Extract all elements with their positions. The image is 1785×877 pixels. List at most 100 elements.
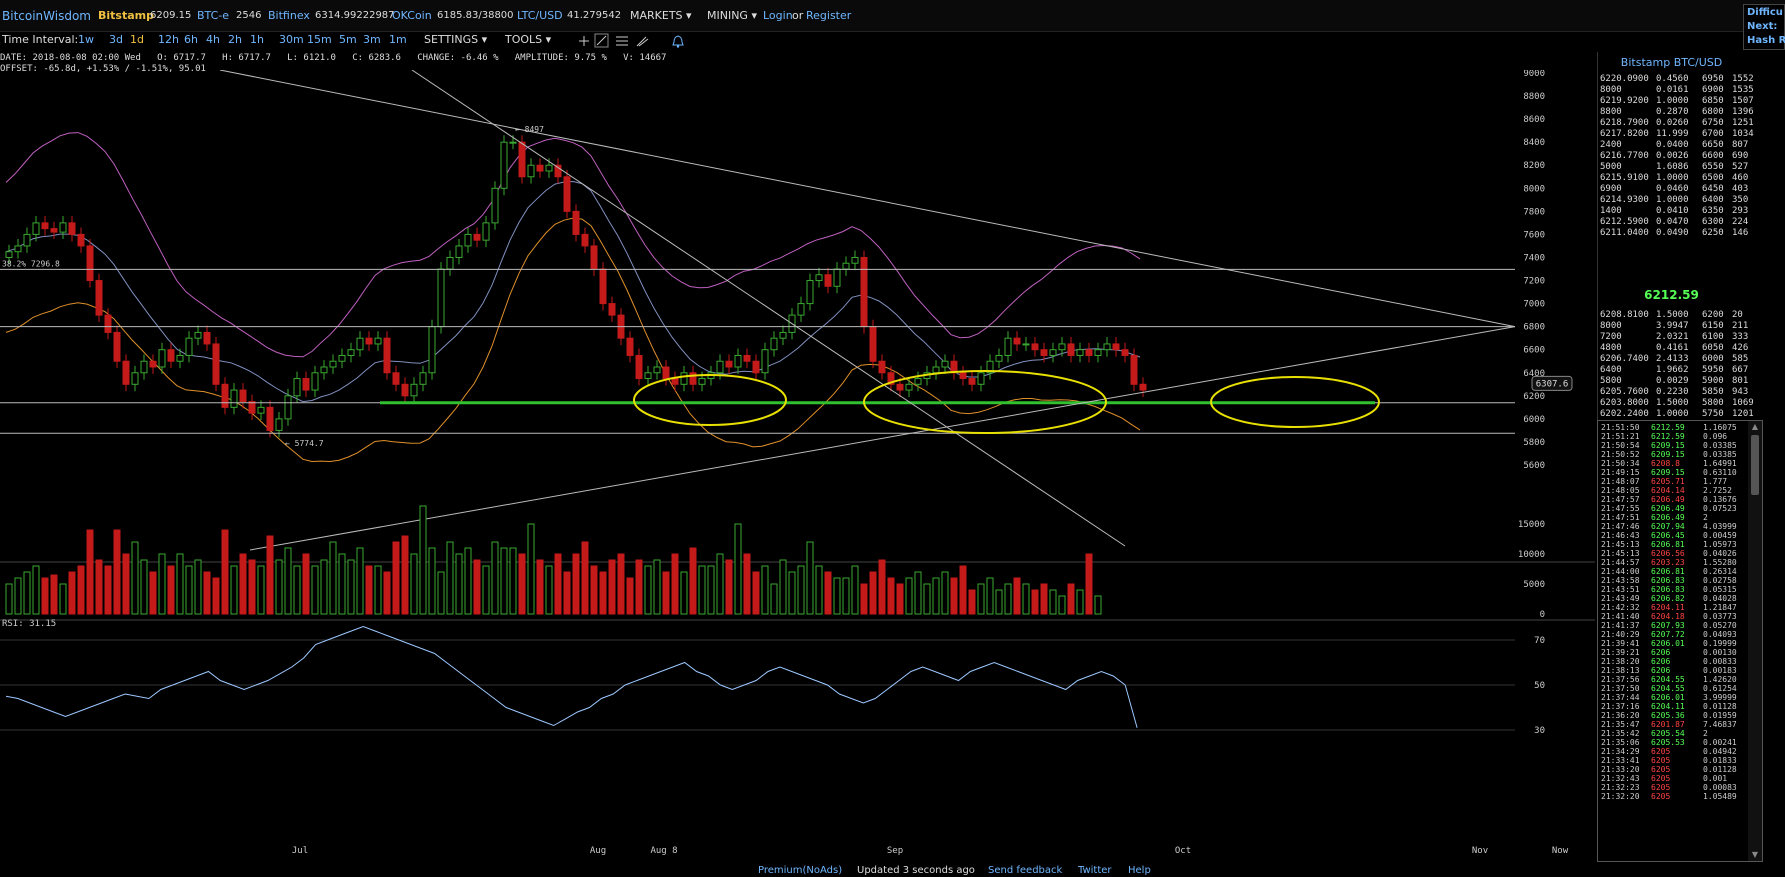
interval-6h[interactable]: 6h [184,33,198,46]
orderbook-cell: 1.6086 [1656,162,1689,172]
difficulty-label: Difficu [1747,7,1783,18]
trade-cell: 6212.59 [1651,423,1685,432]
candle [482,222,490,241]
line-icon[interactable] [594,33,609,48]
interval-3d[interactable]: 3d [109,33,123,46]
ticker-okcoin-name[interactable]: OKCoin [392,9,432,22]
candle [752,360,760,374]
volume-bar [428,547,436,615]
candle [509,141,517,144]
candle [230,389,238,408]
volume-bar [14,577,22,615]
trade-history[interactable]: 21:51:50 6212.59 1.16075 21:51:21 6212.59 0.0… [1597,420,1763,862]
interval-30m[interactable]: 30m [279,33,304,46]
crosshair-icon[interactable] [579,36,589,46]
volume-bar [905,577,913,615]
premium-link[interactable]: Premium(NoAds) [758,865,843,876]
interval-12h[interactable]: 12h [158,33,179,46]
feedback-link[interactable]: Send feedback [988,865,1063,876]
price-chart[interactable]: 9000 8800 8600 8400 8200 8000 7800 7600 7400 7200… [0,70,1595,860]
scroll-up-icon[interactable]: ▲ [1751,422,1759,431]
brand-logo[interactable]: BitcoinWisdom [2,9,91,23]
trade-cell: 1.05489 [1703,792,1737,801]
interval-1w[interactable]: 1w [78,33,94,46]
interval-2h[interactable]: 2h [228,33,242,46]
trade-cell: 6206.82 [1651,594,1685,603]
candle [1121,349,1129,356]
orderbook-ask-row: 6215.9100 1.0000 6500 460 [1598,173,1748,184]
volume-bar [464,547,472,615]
volume-bar [158,553,166,615]
volume-bar [203,571,211,615]
orderbook-title: Bitstamp BTC/USD [1620,56,1723,69]
markets-menu[interactable]: MARKETS ▾ [630,9,692,22]
trade-scrollbar[interactable]: ▲ ▼ [1748,421,1762,861]
mining-menu[interactable]: MINING ▾ [707,9,757,22]
orderbook-cell: 5900 [1702,376,1724,386]
trade-cell: 0.04028 [1703,594,1737,603]
trade-cell: 6204.55 [1651,675,1685,684]
orderbook-bid-row: 5800 0.0029 5900 801 [1598,376,1748,387]
ticker-btce-name[interactable]: BTC-e [197,9,230,22]
interval-15m[interactable]: 15m [307,33,332,46]
ticker-bitstamp-name[interactable]: Bitstamp [98,9,154,22]
trade-cell: 6206.49 [1651,513,1685,522]
candle [725,360,733,368]
ticker-ltcusd-name[interactable]: LTC/USD [517,9,563,22]
volume-bar [212,577,220,615]
orderbook-cell: 0.4560 [1656,74,1689,84]
orderbook-cell: 6600 [1702,151,1724,161]
trade-cell: 21:42:32 [1601,603,1640,612]
interval-3m[interactable]: 3m [363,33,381,46]
login-link[interactable]: Login [763,9,793,22]
ticker-bitfinex-name[interactable]: Bitfinex [268,9,310,22]
interval-5m[interactable]: 5m [339,33,357,46]
candle [1022,343,1030,346]
highlight-ellipse [633,374,787,426]
volume-bar [680,571,688,615]
candle [95,280,103,316]
scroll-thumb[interactable] [1751,435,1759,495]
orderbook-cell: 6100 [1702,332,1724,342]
settings-menu[interactable]: SETTINGS ▾ [424,33,488,46]
volume-bar [752,571,760,615]
highlight-ellipse [1210,376,1380,428]
orderbook-cell: 350 [1732,195,1749,205]
interval-1m[interactable]: 1m [389,33,407,46]
register-link[interactable]: Register [806,9,852,22]
trade-cell: 21:51:21 [1601,432,1640,441]
volume-bar [419,505,427,615]
hashrate-label: Hash R [1747,35,1785,46]
volume-bar [473,559,481,615]
orderbook-cell: 6550 [1702,162,1724,172]
tools-menu[interactable]: TOOLS ▾ [505,33,552,46]
volume-bar [662,571,670,615]
orderbook-cell: 1034 [1732,129,1754,139]
twitter-link[interactable]: Twitter [1078,865,1112,876]
interval-4h[interactable]: 4h [206,33,220,46]
bell-icon[interactable] [672,35,684,48]
volume-bar [50,574,58,615]
price-tick: 6800 [1523,323,1545,333]
pencil-icon[interactable] [636,36,649,47]
orderbook-cell: 1.0000 [1656,173,1689,183]
scroll-down-icon[interactable]: ▼ [1751,850,1759,859]
volume-bar [608,559,616,615]
volume-bar [1013,577,1021,615]
trade-cell: 0.02758 [1703,576,1737,585]
trade-cell: 0.00459 [1703,531,1737,540]
interval-1d[interactable]: 1d [130,33,144,46]
help-link[interactable]: Help [1128,865,1151,876]
candle [77,233,85,247]
interval-1h[interactable]: 1h [250,33,264,46]
orderbook-cell: 6214.9300 [1600,195,1649,205]
candle [914,378,922,385]
trade-cell: 0.00083 [1703,783,1737,792]
hlines-icon[interactable] [616,36,628,46]
orderbook-last-price: 6212.59 [1644,288,1699,302]
orderbook-cell: 6400 [1600,365,1622,375]
volume-bar [176,553,184,615]
volume-bar [338,553,346,615]
candle [464,233,472,247]
candle [860,256,868,328]
